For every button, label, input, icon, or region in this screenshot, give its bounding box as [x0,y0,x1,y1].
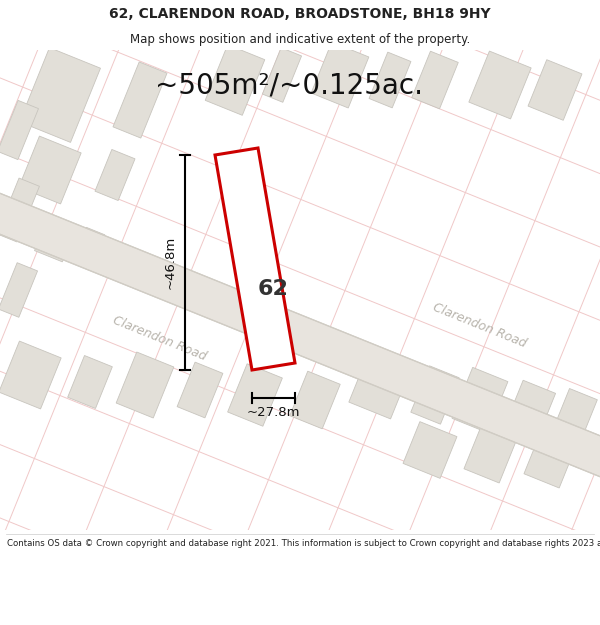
Polygon shape [452,368,508,432]
Polygon shape [411,366,459,424]
Text: ~46.8m: ~46.8m [164,236,177,289]
Polygon shape [469,51,531,119]
Polygon shape [0,101,38,159]
Polygon shape [35,218,76,262]
Polygon shape [95,149,135,201]
Polygon shape [20,48,100,142]
Polygon shape [524,432,576,488]
Polygon shape [369,52,411,108]
Text: Clarendon Road: Clarendon Road [431,300,529,350]
Polygon shape [262,48,302,102]
Polygon shape [113,62,167,138]
Text: ~27.8m: ~27.8m [247,406,300,419]
Text: Contains OS data © Crown copyright and database right 2021. This information is : Contains OS data © Crown copyright and d… [7,539,600,549]
Polygon shape [177,362,223,418]
Polygon shape [412,51,458,109]
Text: 62, CLARENDON ROAD, BROADSTONE, BH18 9HY: 62, CLARENDON ROAD, BROADSTONE, BH18 9HY [109,7,491,21]
Polygon shape [215,148,295,370]
Polygon shape [403,422,457,478]
Polygon shape [505,380,556,440]
Polygon shape [0,178,40,242]
Text: 62: 62 [257,279,289,299]
Polygon shape [19,136,81,204]
Polygon shape [311,42,369,108]
Polygon shape [116,352,174,418]
Polygon shape [227,364,283,426]
Polygon shape [0,262,38,318]
Polygon shape [528,60,582,120]
Polygon shape [349,351,411,419]
Polygon shape [0,182,600,488]
Polygon shape [290,371,340,429]
Polygon shape [464,427,516,483]
Text: Clarendon Road: Clarendon Road [112,313,209,362]
Polygon shape [68,356,112,409]
Polygon shape [553,389,598,441]
Polygon shape [75,228,105,262]
Text: ~505m²/~0.125ac.: ~505m²/~0.125ac. [155,71,423,99]
Text: Map shows position and indicative extent of the property.: Map shows position and indicative extent… [130,32,470,46]
Polygon shape [0,341,61,409]
Polygon shape [205,45,265,115]
